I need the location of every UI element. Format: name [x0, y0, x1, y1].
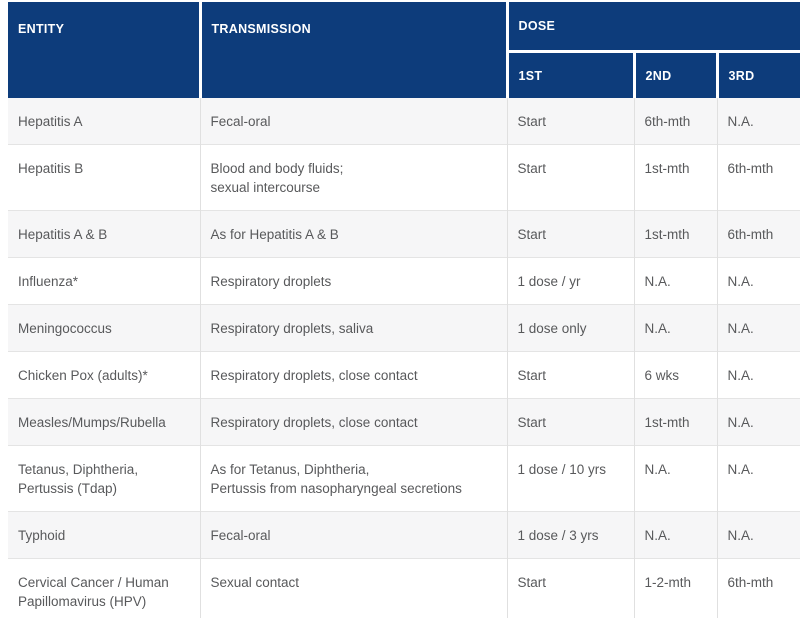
cell-dose-2nd: 1st-mth — [633, 144, 717, 211]
cell-transmission: Respiratory droplets, close contact — [199, 351, 507, 399]
cell-transmission: Respiratory droplets, close contact — [199, 398, 507, 446]
cell-dose-3rd: N.A. — [716, 445, 800, 512]
cell-entity: Tetanus, Diphtheria, Pertussis (Tdap) — [8, 445, 200, 512]
column-header-dose-1st: 1ST — [505, 50, 634, 98]
cell-transmission: Sexual contact — [199, 558, 507, 618]
cell-dose-3rd: 6th-mth — [716, 144, 800, 211]
cell-dose-3rd: 6th-mth — [716, 558, 800, 618]
cell-dose-1st: Start — [506, 558, 634, 618]
header-row-group: ENTITY TRANSMISSION DOSE — [8, 2, 800, 98]
table-row-hepatitis-b: Hepatitis B Blood and body fluids; sexua… — [8, 144, 800, 211]
table-body: Hepatitis A Fecal-oral Start 6th-mth N.A… — [8, 98, 800, 618]
cell-transmission: As for Tetanus, Diphtheria, Pertussis fr… — [199, 445, 507, 512]
cell-entity: Cervical Cancer / Human Papillomavirus (… — [8, 558, 200, 618]
cell-dose-1st: 1 dose only — [506, 304, 634, 352]
cell-dose-2nd: N.A. — [633, 445, 717, 512]
cell-dose-3rd: 6th-mth — [716, 210, 800, 258]
cell-dose-3rd: N.A. — [716, 398, 800, 446]
table-row-hepatitis-a-and-b: Hepatitis A & B As for Hepatitis A & B S… — [8, 210, 800, 258]
cell-entity: Hepatitis B — [8, 144, 200, 211]
table-row-tdap: Tetanus, Diphtheria, Pertussis (Tdap) As… — [8, 445, 800, 512]
cell-transmission: Fecal-oral — [199, 98, 507, 145]
cell-transmission: Blood and body fluids; sexual intercours… — [199, 144, 507, 211]
cell-transmission: Respiratory droplets, saliva — [199, 304, 507, 352]
cell-dose-2nd: N.A. — [633, 304, 717, 352]
table-row-hpv: Cervical Cancer / Human Papillomavirus (… — [8, 558, 800, 618]
header-row-dose-sub: 1ST 2ND 3RD — [8, 50, 800, 98]
cell-dose-3rd: N.A. — [716, 351, 800, 399]
cell-dose-1st: Start — [506, 98, 634, 145]
cell-entity: Influenza* — [8, 257, 200, 305]
cell-transmission: Fecal-oral — [199, 511, 507, 559]
table-row-hepatitis-a: Hepatitis A Fecal-oral Start 6th-mth N.A… — [8, 98, 800, 145]
cell-dose-3rd: N.A. — [716, 257, 800, 305]
cell-entity: Chicken Pox (adults)* — [8, 351, 200, 399]
table-row-meningococcus: Meningococcus Respiratory droplets, sali… — [8, 304, 800, 352]
cell-transmission: Respiratory droplets — [199, 257, 507, 305]
cell-dose-2nd: 6 wks — [633, 351, 717, 399]
cell-dose-1st: Start — [506, 398, 634, 446]
vaccine-schedule-table: ENTITY TRANSMISSION DOSE 1ST 2ND 3RD Hep… — [8, 2, 800, 618]
column-header-transmission: TRANSMISSION — [198, 2, 507, 98]
cell-dose-3rd: N.A. — [716, 304, 800, 352]
cell-dose-3rd: N.A. — [716, 511, 800, 559]
cell-dose-2nd: 1-2-mth — [633, 558, 717, 618]
column-header-dose-3rd: 3RD — [715, 50, 800, 98]
cell-dose-1st: Start — [506, 351, 634, 399]
table-row-typhoid: Typhoid Fecal-oral 1 dose / 3 yrs N.A. N… — [8, 511, 800, 559]
cell-dose-1st: 1 dose / 10 yrs — [506, 445, 634, 512]
cell-dose-2nd: 1st-mth — [633, 210, 717, 258]
column-header-dose-2nd: 2ND — [632, 50, 717, 98]
cell-dose-2nd: N.A. — [633, 257, 717, 305]
cell-dose-1st: Start — [506, 144, 634, 211]
table-row-measles-mumps-rubella: Measles/Mumps/Rubella Respiratory drople… — [8, 398, 800, 446]
table-row-influenza: Influenza* Respiratory droplets 1 dose /… — [8, 257, 800, 305]
cell-entity: Typhoid — [8, 511, 200, 559]
cell-dose-2nd: N.A. — [633, 511, 717, 559]
cell-dose-1st: Start — [506, 210, 634, 258]
cell-dose-3rd: N.A. — [716, 98, 800, 145]
cell-dose-2nd: 6th-mth — [633, 98, 717, 145]
column-header-dose: DOSE — [505, 2, 800, 52]
table-header: ENTITY TRANSMISSION DOSE 1ST 2ND 3RD — [8, 2, 800, 98]
cell-dose-1st: 1 dose / yr — [506, 257, 634, 305]
column-header-entity: ENTITY — [8, 2, 200, 98]
cell-entity: Meningococcus — [8, 304, 200, 352]
cell-transmission: As for Hepatitis A & B — [199, 210, 507, 258]
table-row-chicken-pox: Chicken Pox (adults)* Respiratory drople… — [8, 351, 800, 399]
cell-dose-1st: 1 dose / 3 yrs — [506, 511, 634, 559]
cell-entity: Hepatitis A — [8, 98, 200, 145]
cell-entity: Measles/Mumps/Rubella — [8, 398, 200, 446]
cell-entity: Hepatitis A & B — [8, 210, 200, 258]
cell-dose-2nd: 1st-mth — [633, 398, 717, 446]
